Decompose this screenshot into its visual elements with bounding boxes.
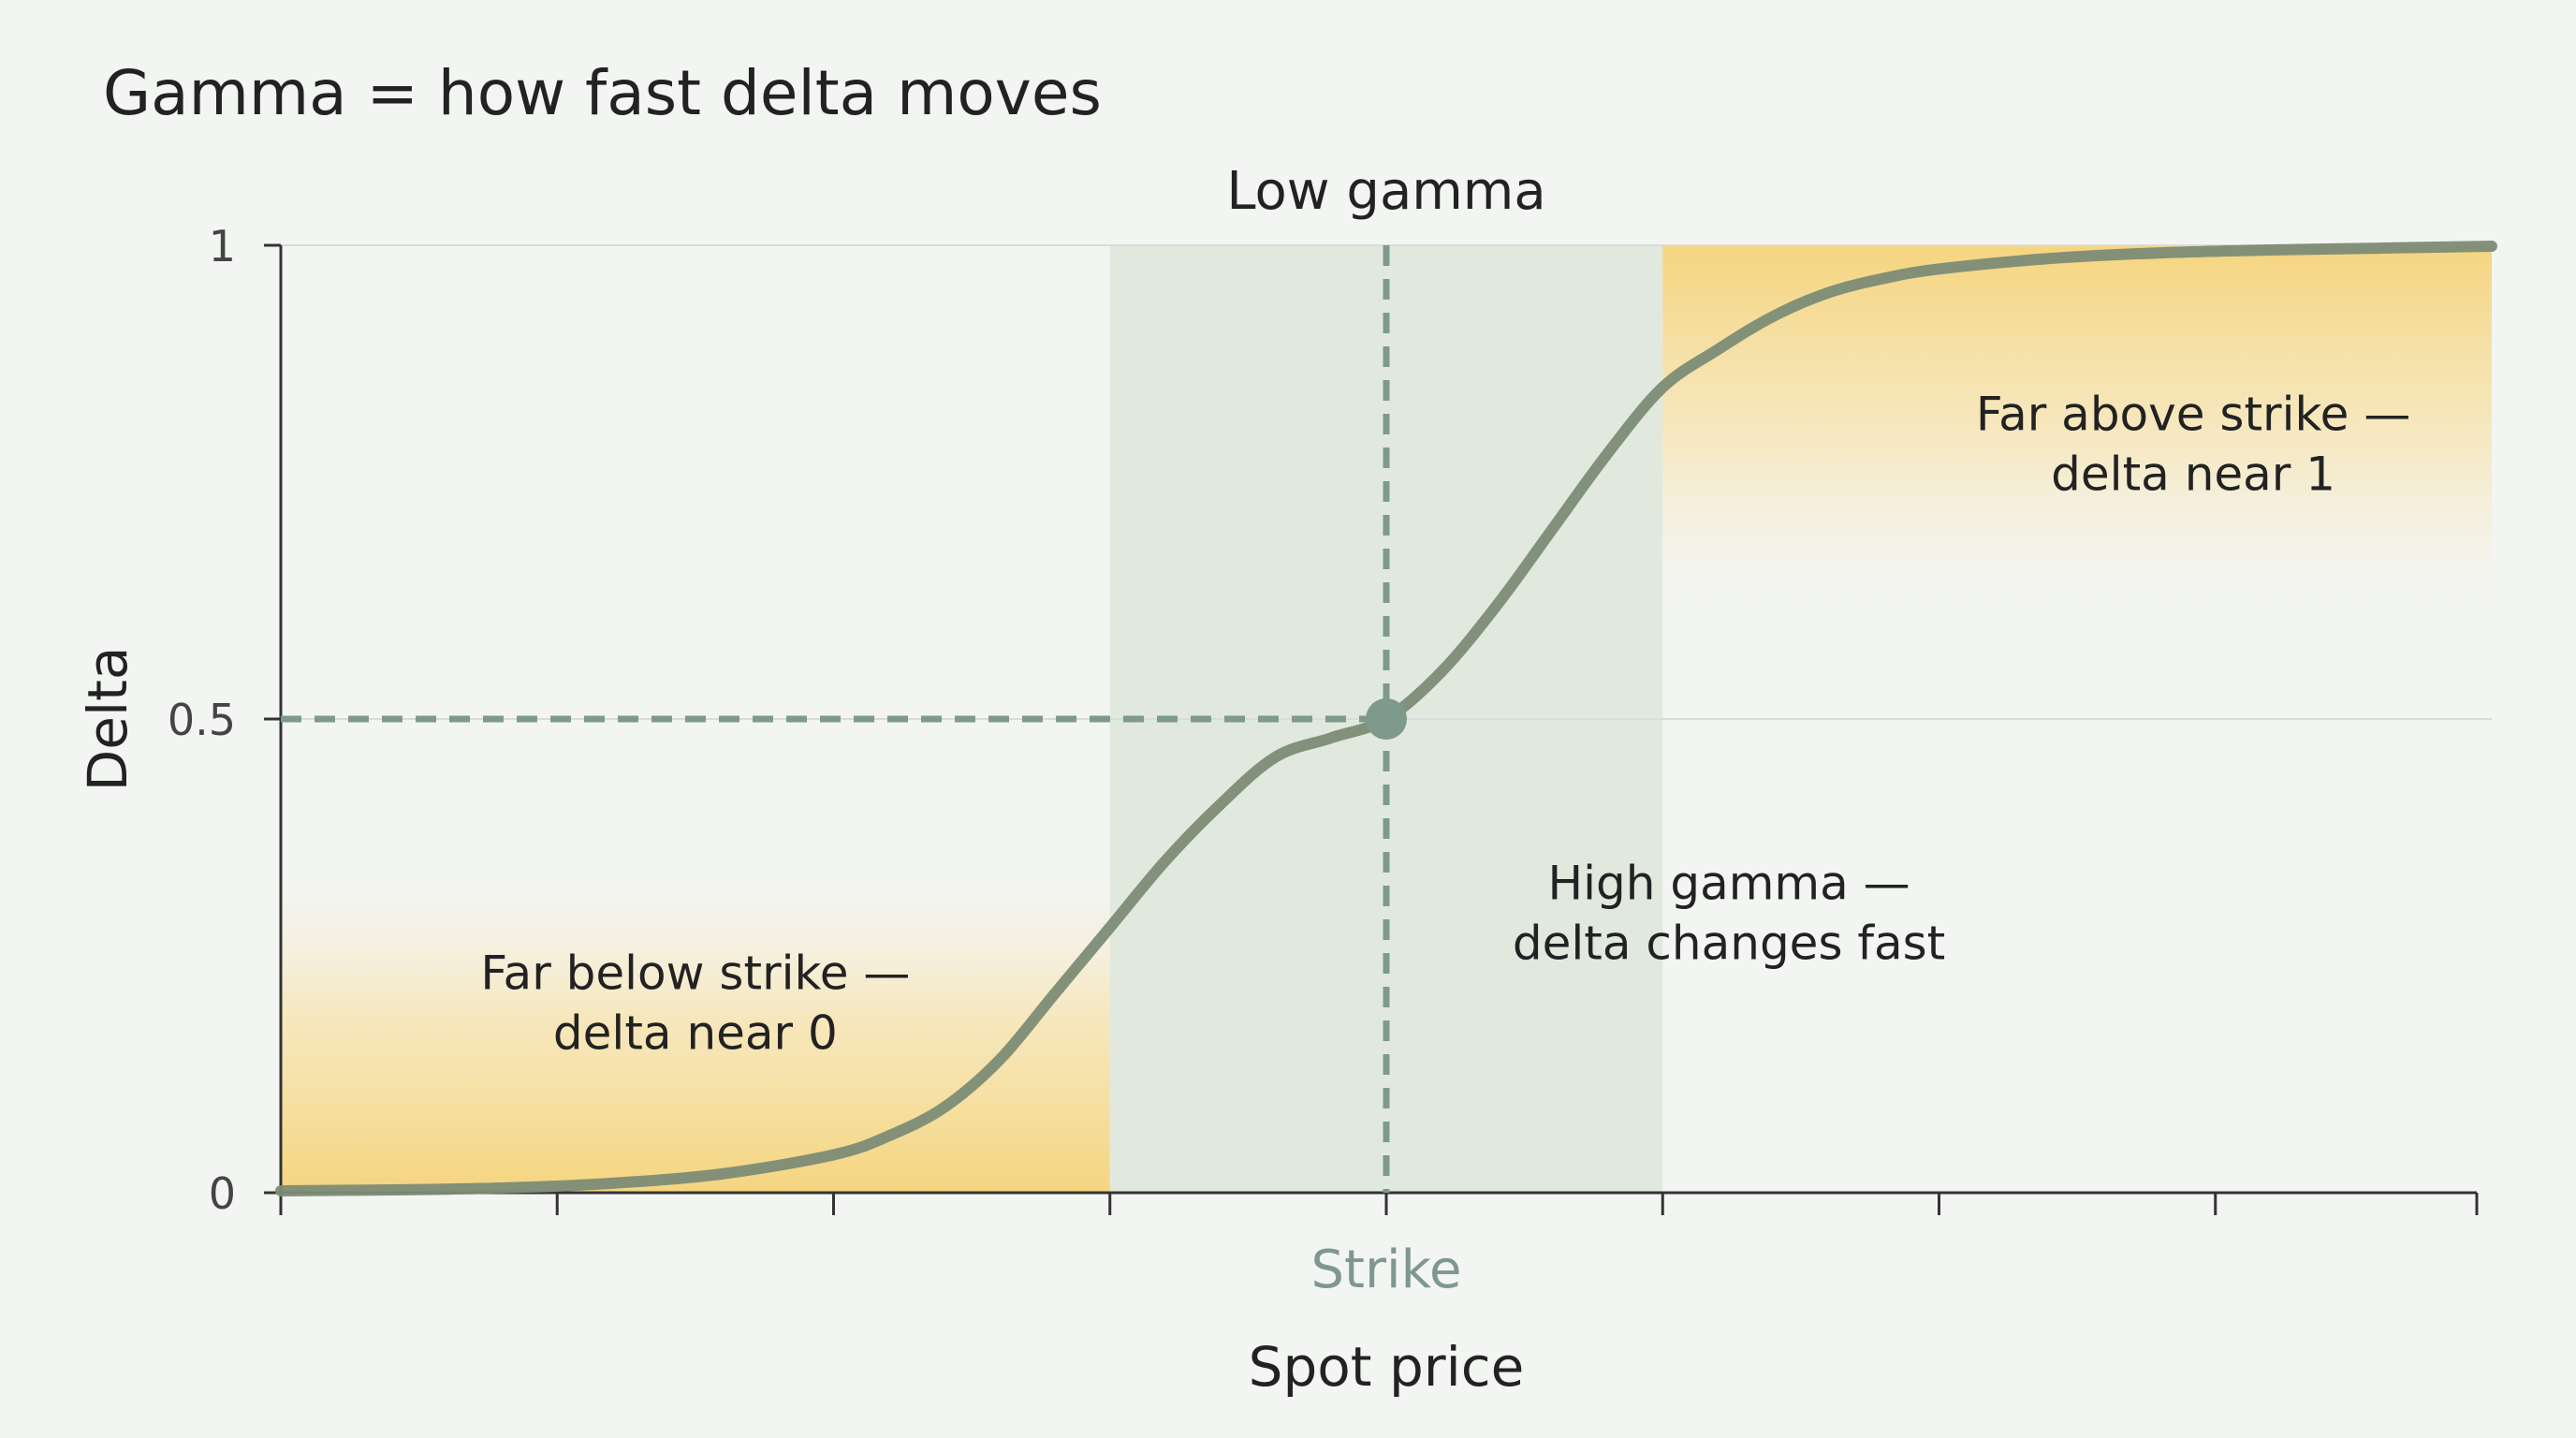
y-axis-label: Delta <box>76 647 139 792</box>
y-tick-label: 1 <box>209 221 236 271</box>
strike-label: Strike <box>1311 1240 1462 1300</box>
zone-label-far-above: delta near 1 <box>2051 447 2335 501</box>
zone-label-center: delta changes fast <box>1513 916 1945 970</box>
zone-label-far-above: Far above strike — <box>1976 387 2410 441</box>
strike-point <box>1366 698 1407 740</box>
zone-label-center: High gamma — <box>1548 856 1910 910</box>
axes-layer: 00.51 <box>168 221 2479 1219</box>
low-gamma-label: Low gamma <box>1226 161 1545 222</box>
series-layer <box>275 241 2497 1196</box>
y-tick-label: 0.5 <box>168 695 236 745</box>
x-axis-label: Spot price <box>1249 1335 1525 1399</box>
chart-title: Gamma = how fast delta moves <box>103 57 1102 129</box>
zone-far-below-shade <box>281 870 1110 1193</box>
y-tick-label: 0 <box>209 1168 236 1219</box>
zone-label-far-below: Far below strike — <box>480 946 910 1000</box>
zone-label-far-below: delta near 0 <box>553 1005 838 1060</box>
